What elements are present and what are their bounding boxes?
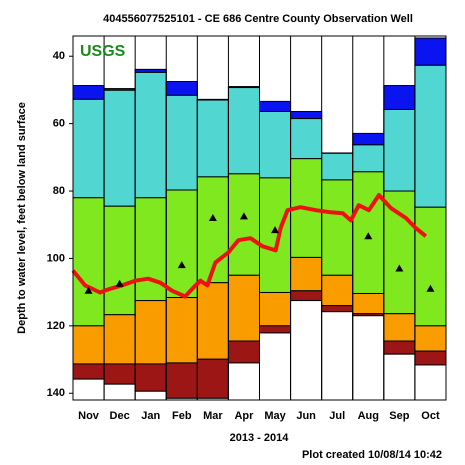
x-tick-label: Apr (234, 410, 254, 422)
y-tick-label: 80 (53, 185, 65, 197)
x-tick-label: Jul (329, 410, 345, 422)
x-tick-label: Sep (389, 410, 409, 422)
percentile-band (259, 110, 292, 179)
y-tick-label: 100 (47, 252, 65, 264)
y-tick-label: 120 (47, 320, 65, 332)
percentile-band (72, 197, 105, 327)
footer: Plot created 10/08/14 10:42 (302, 449, 442, 461)
percentile-band (414, 64, 447, 208)
x-axis-label: 2013 - 2014 (230, 432, 290, 444)
percentile-band (352, 132, 385, 146)
percentile-band (414, 364, 447, 401)
percentile-band (72, 363, 105, 380)
x-tick-label: Mar (203, 410, 223, 422)
percentile-band (290, 110, 323, 120)
percentile-band (227, 340, 261, 364)
percentile-band (72, 98, 105, 199)
daily-line (71, 193, 428, 299)
percentile-band (414, 325, 447, 352)
median-marker (271, 226, 280, 234)
percentile-band (383, 353, 416, 401)
percentile-band (196, 358, 229, 399)
percentile-band (103, 383, 136, 401)
percentile-band (352, 315, 385, 401)
median-marker (84, 286, 93, 294)
percentile-band (72, 378, 105, 401)
y-tick-label: 40 (53, 50, 65, 62)
percentile-band (352, 292, 385, 315)
percentile-band (103, 205, 136, 316)
median-marker (208, 214, 217, 221)
percentile-band (290, 290, 323, 302)
percentile-band (227, 274, 261, 342)
x-tick-label: Jun (296, 410, 316, 422)
x-tick-label: Aug (358, 410, 379, 422)
percentile-band (321, 305, 354, 313)
percentile-band (383, 313, 416, 342)
median-marker (364, 232, 373, 240)
logo: USGS (80, 43, 126, 60)
y-tick-label: 60 (53, 118, 65, 130)
percentile-band (259, 325, 292, 334)
percentile-band (383, 85, 416, 110)
percentile-band (103, 89, 136, 207)
percentile-band (196, 99, 229, 178)
median-marker (426, 284, 435, 292)
percentile-band (103, 363, 136, 385)
percentile-band (414, 37, 447, 66)
chart-title: 404556077525101 - CE 686 Centre County O… (103, 13, 413, 25)
percentile-band (134, 300, 167, 365)
percentile-band (72, 325, 105, 365)
x-tick-label: Feb (172, 410, 192, 422)
percentile-band (414, 350, 447, 366)
percentile-band (134, 390, 167, 401)
median-marker (395, 264, 404, 272)
percentile-band (165, 81, 198, 96)
percentile-band (259, 177, 292, 293)
percentile-band (321, 179, 354, 276)
percentile-band (259, 291, 292, 327)
median-marker (177, 261, 186, 269)
percentile-band (134, 363, 167, 392)
x-tick-label: Oct (421, 410, 440, 422)
percentile-band (196, 282, 229, 360)
percentile-band (134, 71, 167, 199)
percentile-band (227, 362, 261, 401)
x-tick-label: Jan (141, 410, 160, 422)
y-axis-label: Depth to water level, feet below land su… (16, 102, 28, 334)
percentile-band (383, 340, 416, 355)
plot-frame (72, 35, 447, 401)
median-marker (115, 279, 124, 287)
y-tick-label: 140 (47, 387, 65, 399)
percentile-band (259, 100, 292, 112)
median-marker (239, 212, 248, 220)
percentile-band (72, 85, 105, 100)
percentile-band (103, 314, 136, 365)
percentile-band (321, 152, 354, 181)
percentile-band (290, 256, 323, 292)
percentile-band (165, 94, 198, 191)
percentile-band (383, 108, 416, 192)
percentile-band (321, 274, 354, 307)
percentile-band (383, 190, 416, 315)
percentile-band (227, 173, 261, 276)
percentile-band (259, 332, 292, 401)
x-tick-label: Dec (110, 410, 130, 422)
percentile-band (414, 206, 447, 327)
percentile-band (165, 189, 198, 299)
x-tick-label: Nov (78, 410, 100, 422)
x-tick-label: May (264, 410, 286, 422)
percentile-band (290, 300, 323, 401)
percentile-band (352, 144, 385, 173)
percentile-band (290, 118, 323, 160)
percentile-band (165, 362, 198, 399)
percentile-band (227, 87, 261, 175)
percentile-band (321, 311, 354, 401)
percentile-band (165, 297, 198, 364)
